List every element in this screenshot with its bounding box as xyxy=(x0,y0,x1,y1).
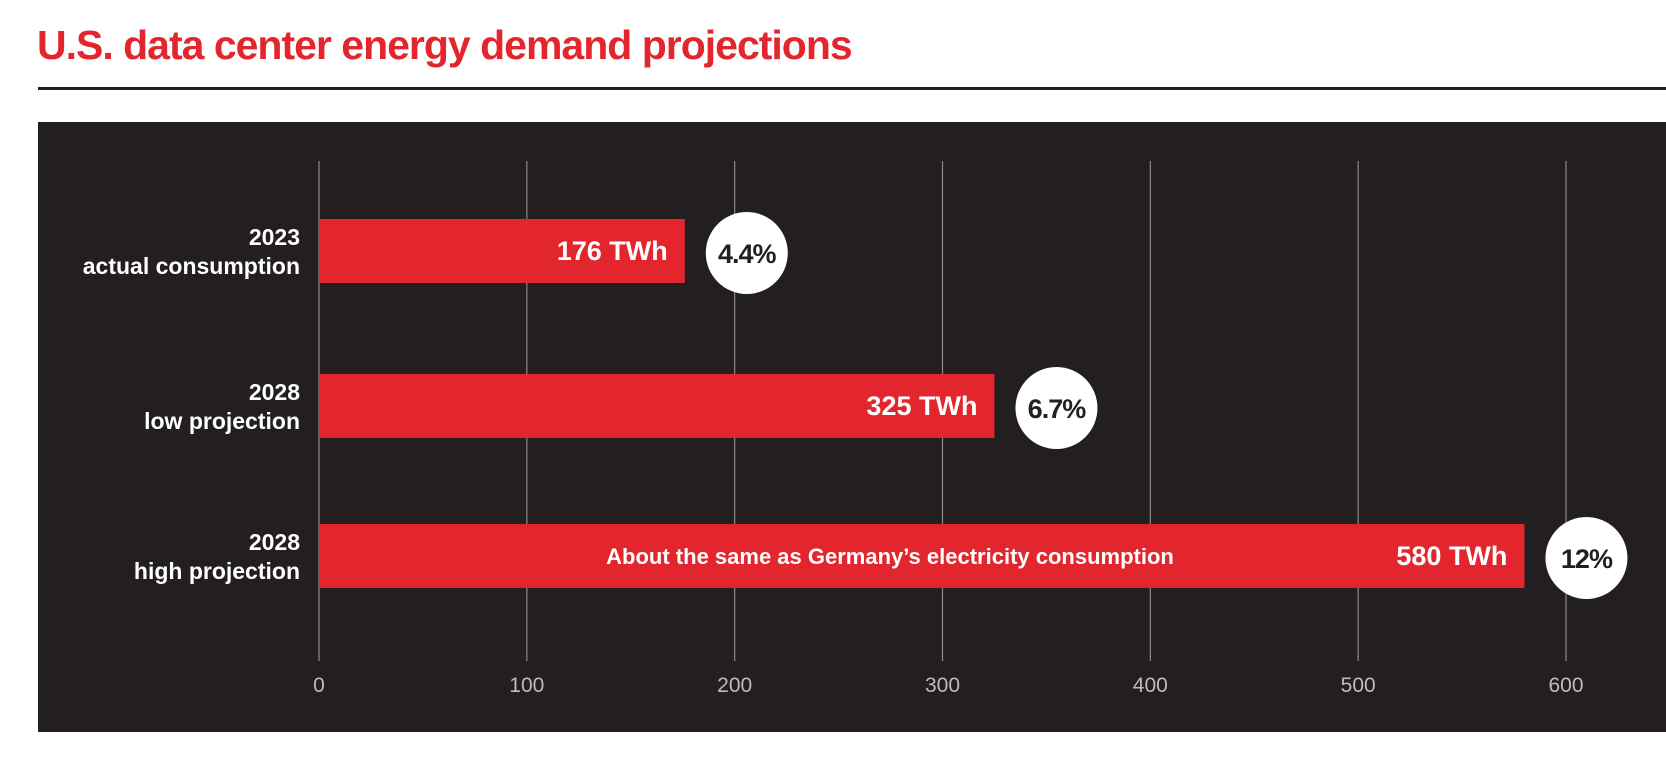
bar xyxy=(319,374,995,438)
bar-value-label: 325 TWh xyxy=(866,391,977,421)
category-label-desc: low projection xyxy=(144,408,300,434)
category-label-desc: actual consumption xyxy=(83,253,300,279)
category-label-desc: high projection xyxy=(134,558,300,584)
chart-title: U.S. data center energy demand projectio… xyxy=(37,22,853,68)
share-circle xyxy=(1545,517,1628,599)
x-tick-label: 600 xyxy=(1548,674,1583,697)
category-label-year: 2028 xyxy=(249,529,300,555)
category-label-year: 2023 xyxy=(249,224,300,250)
x-tick-label: 300 xyxy=(925,674,960,697)
x-tick-label: 200 xyxy=(717,674,752,697)
share-circle xyxy=(1015,367,1098,449)
share-circle xyxy=(705,212,788,294)
title-divider xyxy=(38,87,1666,90)
x-tick-label: 400 xyxy=(1133,674,1168,697)
x-tick-label: 100 xyxy=(509,674,544,697)
x-tick-label: 500 xyxy=(1341,674,1376,697)
x-tick-label: 0 xyxy=(313,674,325,697)
share-label: 4.4% xyxy=(718,239,777,269)
share-label: 6.7% xyxy=(1028,394,1087,424)
bar xyxy=(319,219,685,283)
bar-value-label: 176 TWh xyxy=(557,236,668,266)
share-label: 12% xyxy=(1561,544,1613,574)
bar-annotation: About the same as Germany’s electricity … xyxy=(606,544,1174,569)
bar-value-label: 580 TWh xyxy=(1396,541,1507,571)
category-label-year: 2028 xyxy=(249,379,300,405)
bar xyxy=(319,524,1525,588)
